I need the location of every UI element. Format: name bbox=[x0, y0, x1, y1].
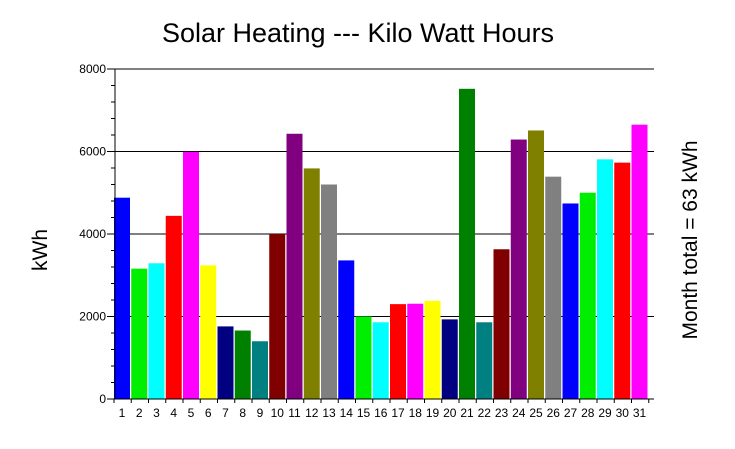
bar-day-4 bbox=[165, 215, 182, 399]
x-tick-label: 23 bbox=[495, 406, 509, 420]
x-tick-label: 17 bbox=[391, 406, 405, 420]
x-tick-label: 16 bbox=[374, 406, 388, 420]
bar-day-20 bbox=[441, 319, 458, 399]
x-tick-label: 5 bbox=[188, 406, 195, 420]
x-tick-label: 30 bbox=[616, 406, 630, 420]
bar-day-18 bbox=[407, 303, 424, 399]
x-tick-labels: 1 2 3 4 5 6 7 8 9 10 11 12 13 14 15 16 17 18 19 20 21 22 23 24 2… bbox=[119, 406, 647, 420]
x-tick-label: 1 bbox=[119, 406, 126, 420]
bar-day-14 bbox=[338, 260, 355, 399]
bar-day-15 bbox=[355, 316, 372, 399]
bar-day-19 bbox=[424, 300, 441, 399]
y-tick-label: 8000 bbox=[79, 62, 106, 76]
y-tick-labels: 0 2000 4000 6000 8000 bbox=[79, 62, 106, 406]
bar-day-16 bbox=[372, 322, 389, 399]
x-tick-label: 28 bbox=[581, 406, 595, 420]
x-tick-label: 26 bbox=[547, 406, 561, 420]
x-tick-label: 15 bbox=[357, 406, 371, 420]
x-tick-label: 31 bbox=[633, 406, 647, 420]
x-tick-label: 27 bbox=[564, 406, 578, 420]
y-tick-label: 0 bbox=[99, 392, 106, 406]
x-tick-label: 14 bbox=[340, 406, 354, 420]
bar-day-1 bbox=[114, 197, 130, 399]
bar-day-23 bbox=[493, 249, 510, 399]
bars bbox=[114, 88, 648, 400]
bar-day-24 bbox=[510, 139, 527, 399]
y-axis-label: kWh bbox=[29, 229, 52, 271]
bar-day-22 bbox=[476, 322, 493, 399]
bar-day-26 bbox=[545, 176, 562, 399]
bar-day-13 bbox=[321, 184, 337, 399]
x-tick-label: 10 bbox=[271, 406, 285, 420]
x-tick-label: 2 bbox=[136, 406, 143, 420]
x-tick-label: 29 bbox=[598, 406, 612, 420]
bar-day-3 bbox=[148, 263, 165, 399]
bar-day-31 bbox=[631, 124, 648, 399]
x-tick-label: 25 bbox=[529, 406, 543, 420]
y-tick-label: 2000 bbox=[79, 310, 106, 324]
x-tick-label: 24 bbox=[512, 406, 526, 420]
axes bbox=[107, 68, 654, 403]
x-tick-label: 21 bbox=[460, 406, 474, 420]
x-tick-label: 4 bbox=[170, 406, 177, 420]
bar-day-27 bbox=[562, 203, 579, 399]
x-tick-label: 6 bbox=[205, 406, 212, 420]
y-tick-label: 4000 bbox=[79, 227, 106, 241]
bar-day-28 bbox=[579, 192, 596, 399]
x-tick-label: 9 bbox=[257, 406, 264, 420]
bar-day-21 bbox=[459, 88, 475, 400]
bar-day-9 bbox=[252, 341, 268, 399]
bar-day-5 bbox=[183, 151, 199, 399]
bar-day-17 bbox=[390, 304, 406, 399]
y-tick-label: 6000 bbox=[79, 145, 106, 159]
x-tick-label: 19 bbox=[426, 406, 440, 420]
x-tick-label: 8 bbox=[239, 406, 246, 420]
bar-day-10 bbox=[269, 234, 286, 399]
x-tick-label: 3 bbox=[153, 406, 160, 420]
x-tick-label: 20 bbox=[443, 406, 457, 420]
bar-day-7 bbox=[217, 326, 234, 399]
bar-day-25 bbox=[528, 130, 544, 399]
x-tick-label: 11 bbox=[288, 406, 301, 420]
x-tick-label: 12 bbox=[305, 406, 319, 420]
x-tick-label: 22 bbox=[478, 406, 492, 420]
bar-day-29 bbox=[597, 159, 613, 399]
bar-day-11 bbox=[286, 133, 303, 399]
bar-day-6 bbox=[200, 265, 217, 399]
bar-day-2 bbox=[131, 268, 148, 399]
chart-title: Solar Heating --- Kilo Watt Hours bbox=[162, 18, 554, 48]
month-total-label: Month total = 63 kWh bbox=[679, 140, 702, 339]
x-tick-label: 18 bbox=[409, 406, 423, 420]
bar-day-8 bbox=[234, 330, 251, 399]
x-tick-label: 7 bbox=[222, 406, 229, 420]
bar-day-12 bbox=[303, 168, 320, 399]
bar-day-30 bbox=[614, 162, 631, 399]
x-tick-label: 13 bbox=[322, 406, 336, 420]
